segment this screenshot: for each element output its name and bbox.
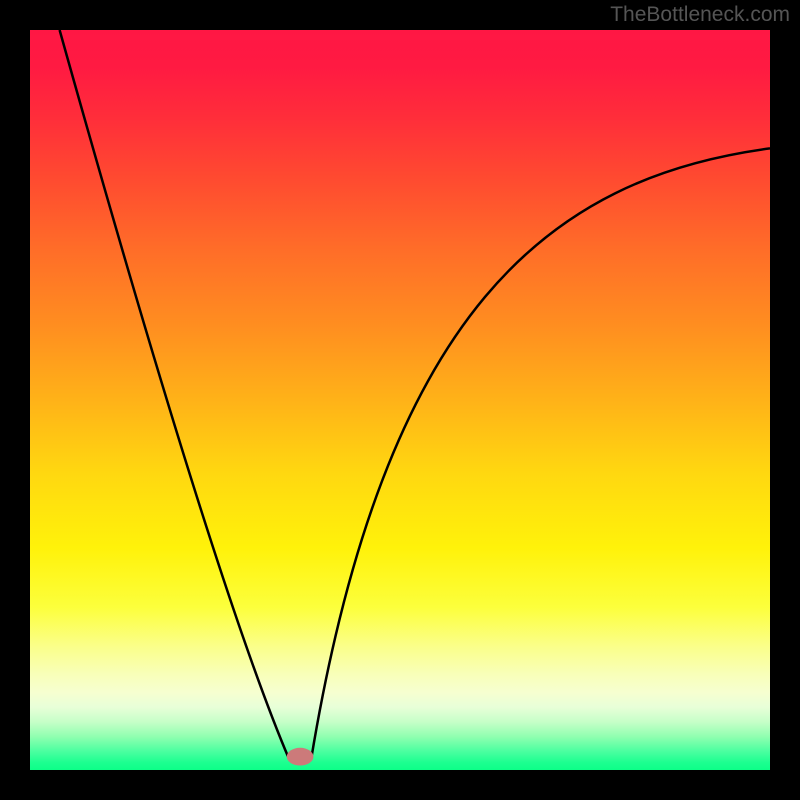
chart-background	[30, 30, 770, 770]
watermark-text: TheBottleneck.com	[610, 3, 790, 27]
bottleneck-chart	[30, 30, 770, 770]
chart-area	[30, 30, 770, 770]
minimum-marker	[287, 748, 314, 766]
